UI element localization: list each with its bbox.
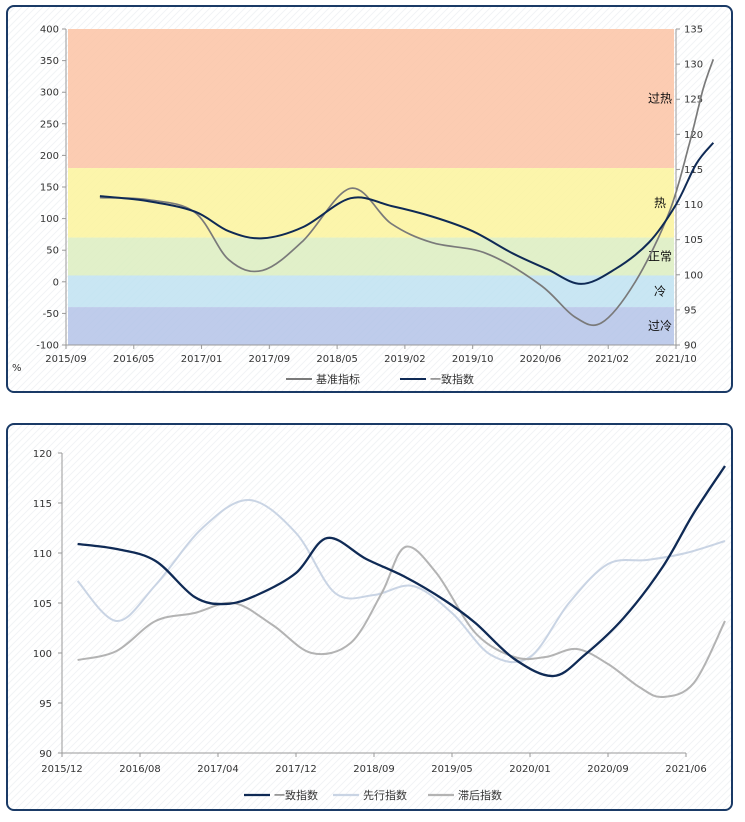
left-tick-label: 0 [53,277,59,288]
x-tick-label: 2017/12 [275,764,317,775]
zone-band-normal [68,237,674,276]
x-tick-label: 2017/09 [249,354,291,365]
zone-label-normal: 正常 [648,250,672,264]
x-tick-label: 2019/05 [431,764,473,775]
series-line-coincident-index [99,142,715,285]
right-tick-label: 110 [684,200,703,211]
x-tick-label: 2020/09 [587,764,629,775]
left-tick-label: 350 [40,56,59,67]
top-chart-panel: 过热热正常冷过冷 -100 -50 0 50 100 150 200 250 300 350 400 9… [6,5,733,393]
x-tick-label: 2017/04 [197,764,239,775]
legend-label: 先行指数 [363,788,407,802]
x-tick-label: 2018/05 [316,354,358,365]
left-tick-label: 50 [46,246,59,257]
legend-label: 滞后指数 [458,788,502,802]
y-tick-label: 90 [39,749,52,760]
y-tick-label: 95 [39,699,52,710]
x-tick-label: 2020/01 [509,764,551,775]
left-tick-label: 250 [40,119,59,130]
left-tick-label: 100 [40,214,59,225]
right-tick-label: 100 [684,270,703,281]
right-tick-label: 130 [684,60,703,71]
series-line-leading-index [76,498,726,664]
left-tick-label: -100 [36,341,59,352]
left-tick-label: 300 [40,88,59,99]
right-tick-label: 105 [684,235,703,246]
zone-band-overheat [68,29,674,169]
series-line-lagging-index [77,545,726,699]
right-tick-label: 125 [684,95,703,106]
legend-label: 基准指标 [316,372,360,386]
x-tick-label: 2021/02 [587,354,629,365]
legend-label: 一致指数 [430,372,474,386]
left-tick-label: 400 [40,25,59,36]
x-tick-label: 2015/09 [45,354,87,365]
x-tick-label: 2020/06 [520,354,562,365]
y-tick-label: 105 [33,599,52,610]
y-tick-label: 100 [33,649,52,660]
right-tick-label: 95 [684,305,697,316]
series-line-base-index [99,59,715,327]
zone-label-overcold: 过冷 [648,319,672,333]
series-line-coincident-index [77,465,726,678]
zone-label-cold: 冷 [654,284,666,298]
x-tick-label: 2018/09 [353,764,395,775]
x-tick-label: 2021/10 [655,354,697,365]
zone-band-cold [68,275,674,308]
x-tick-label: 2016/05 [113,354,155,365]
bottom-chart-panel: 90 95 100 105 110 115 120 2015/12 2016/08 2017/04… [6,423,733,811]
y-tick-label: 110 [33,549,52,560]
zone-label-overheat: 过热 [648,92,672,106]
zone-band-overcold [68,307,674,345]
left-tick-label: 200 [40,151,59,162]
left-tick-label: -50 [43,309,59,320]
composite-index-chart: 90 95 100 105 110 115 120 2015/12 2016/08 2017/04… [8,425,731,809]
y-tick-label: 120 [33,449,52,460]
zone-label-hot: 热 [654,196,666,210]
x-tick-label: 2015/12 [41,764,83,775]
x-tick-label: 2019/10 [452,354,494,365]
x-tick-label: 2021/06 [665,764,707,775]
right-tick-label: 120 [684,130,703,141]
left-tick-label: 150 [40,183,59,194]
y-tick-label: 115 [33,499,52,510]
right-tick-label: 135 [684,25,703,36]
right-tick-label: 90 [684,341,697,352]
unit-label: % [12,363,22,374]
x-tick-label: 2019/02 [384,354,426,365]
legend-label: 一致指数 [274,788,318,802]
x-tick-label: 2017/01 [181,354,223,365]
x-tick-label: 2016/08 [119,764,161,775]
